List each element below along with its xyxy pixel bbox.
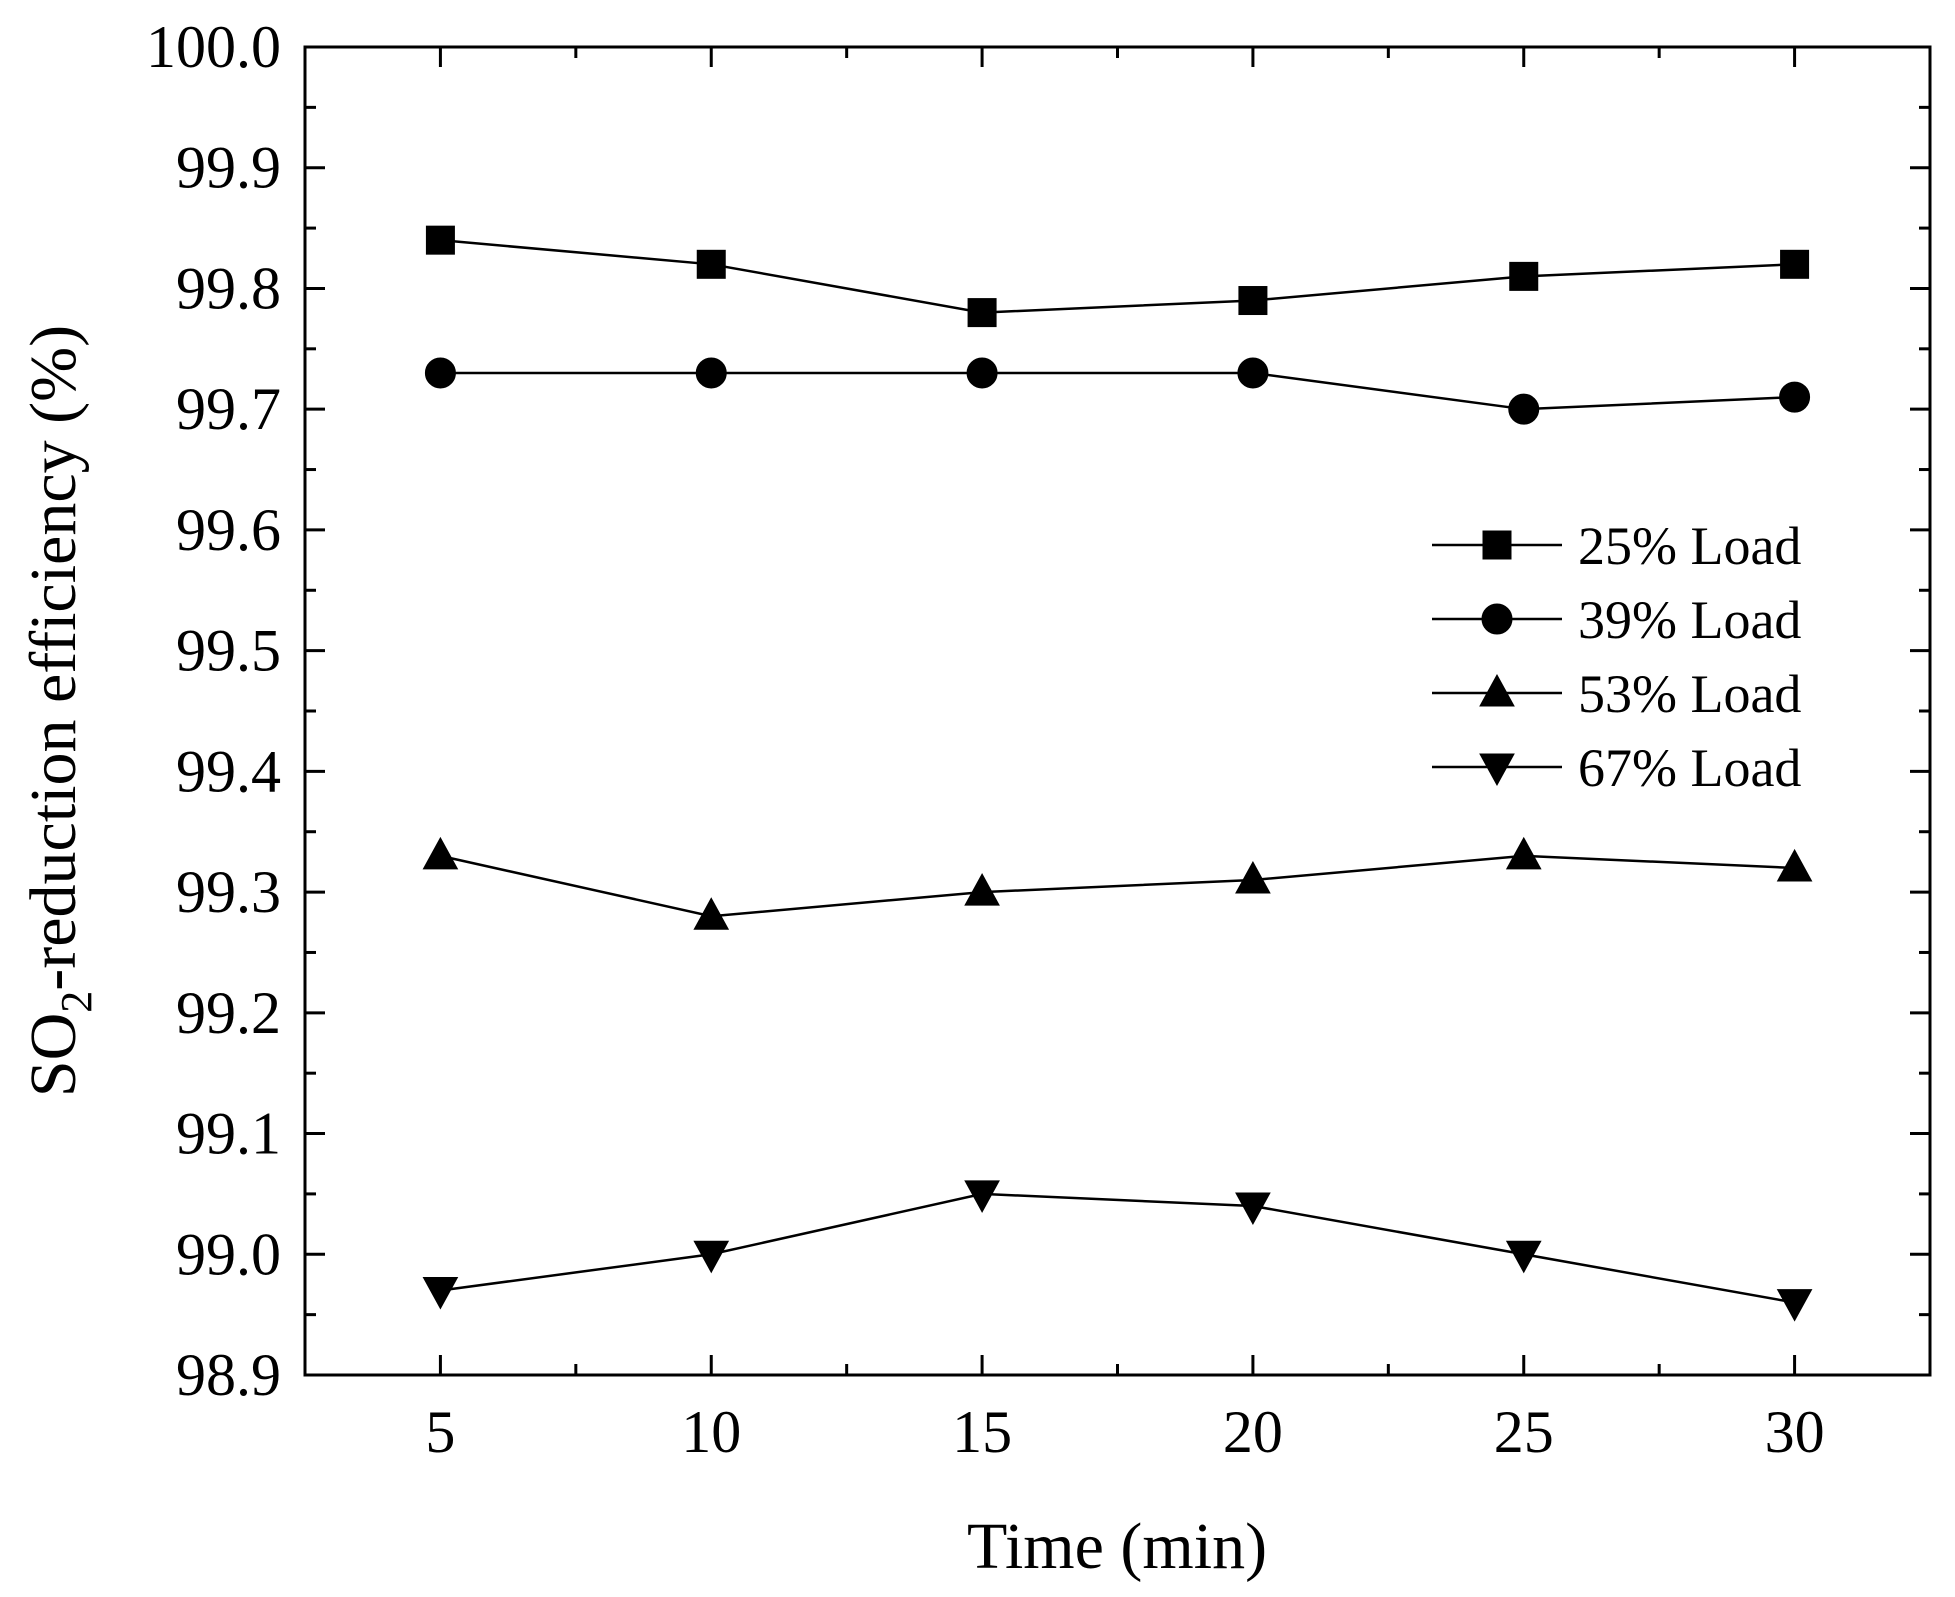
data-point — [696, 249, 726, 279]
y-tick-label: 99.7 — [176, 376, 281, 442]
legend-marker — [1479, 753, 1515, 787]
data-point — [964, 1180, 1000, 1213]
y-axis-title-suffix: -reduction efficiency (%) — [17, 325, 90, 991]
data-point — [693, 1240, 730, 1274]
data-point — [1780, 249, 1810, 279]
y-tick-label: 99.0 — [176, 1221, 281, 1287]
legend-item: 67% Load — [1432, 738, 1801, 798]
legend-marker — [1479, 673, 1515, 707]
x-tick-label: 5 — [425, 1399, 455, 1465]
data-point — [1505, 1240, 1542, 1274]
y-axis-title-prefix: SO — [17, 1013, 90, 1097]
data-point — [966, 357, 998, 389]
series-line — [440, 371, 1795, 411]
series-line — [440, 238, 1795, 314]
series-2 — [424, 357, 1811, 425]
series-group — [422, 225, 1813, 1322]
data-point — [1776, 848, 1813, 882]
legend-marker — [1481, 603, 1513, 635]
data-point — [1509, 261, 1539, 291]
y-tick-label: 99.9 — [176, 135, 281, 201]
data-point — [964, 873, 1000, 906]
legend-item: 53% Load — [1432, 664, 1801, 724]
legend-label: 39% Load — [1578, 590, 1801, 650]
x-tick-label: 15 — [952, 1399, 1012, 1465]
data-point — [967, 298, 997, 328]
data-point — [1235, 860, 1271, 894]
legend-label: 25% Load — [1578, 516, 1801, 576]
y-tick-label: 99.5 — [176, 618, 281, 684]
data-point — [695, 357, 727, 389]
legend-label: 67% Load — [1578, 738, 1801, 798]
x-axis-title: Time (min) — [967, 1510, 1267, 1583]
series-line — [440, 854, 1795, 918]
legend: 25% Load 39% Load 53% Load 67% Load — [1432, 516, 1801, 798]
data-point — [1508, 393, 1540, 425]
data-point — [422, 1276, 459, 1310]
x-tick-label: 30 — [1765, 1399, 1825, 1465]
series-1 — [425, 225, 1810, 328]
legend-label: 53% Load — [1578, 664, 1801, 724]
x-tick-label: 20 — [1223, 1399, 1283, 1465]
legend-item: 25% Load — [1432, 516, 1801, 576]
data-point — [422, 836, 459, 870]
series-line — [440, 1192, 1795, 1304]
x-tick-label: 25 — [1494, 1399, 1554, 1465]
data-point — [1505, 836, 1542, 870]
data-point — [693, 897, 730, 930]
y-tick-label: 99.3 — [176, 859, 281, 925]
y-tick-label: 99.4 — [176, 738, 281, 804]
y-tick-label: 98.9 — [176, 1342, 281, 1408]
series-4 — [422, 1180, 1813, 1322]
y-tick-label: 99.2 — [176, 980, 281, 1046]
data-point — [424, 357, 456, 389]
y-axis-title-subscript: 2 — [52, 991, 101, 1013]
data-point — [1779, 381, 1811, 413]
data-point — [425, 225, 455, 255]
y-axis-title: SO2-reduction efficiency (%) — [17, 325, 101, 1097]
y-tick-label: 99.1 — [176, 1101, 281, 1167]
data-point — [1776, 1289, 1813, 1322]
tick-labels: 98.9 99.0 99.1 99.2 99.3 99.4 99.5 99.6 99.7 99.8… — [146, 14, 1825, 1465]
legend-item: 39% Load — [1432, 590, 1801, 650]
data-point — [1238, 286, 1268, 316]
data-point — [1237, 357, 1269, 389]
legend-marker — [1482, 530, 1512, 560]
data-point — [1235, 1192, 1271, 1226]
series-3 — [422, 836, 1813, 930]
axis-ticks — [305, 45, 1932, 1377]
y-tick-label: 99.6 — [176, 497, 281, 563]
y-tick-label: 99.8 — [176, 255, 281, 321]
x-tick-label: 10 — [681, 1399, 741, 1465]
y-tick-label: 100.0 — [146, 14, 281, 80]
